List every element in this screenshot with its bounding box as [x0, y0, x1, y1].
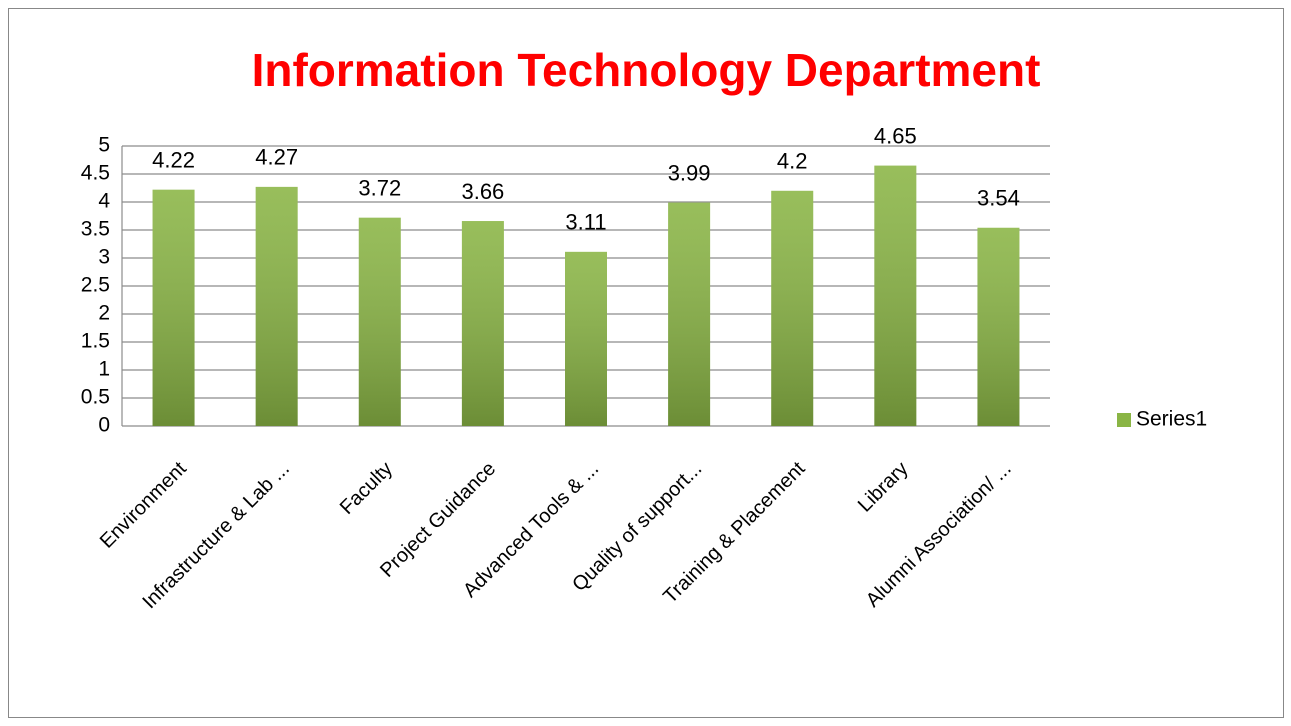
data-label: 3.99 — [668, 160, 711, 185]
legend-label: Series1 — [1136, 408, 1207, 431]
bar — [874, 165, 917, 426]
data-label: 3.72 — [358, 175, 401, 200]
bar — [358, 217, 401, 426]
bar — [977, 227, 1020, 426]
bar — [771, 190, 814, 426]
y-tick-label: 1.5 — [81, 330, 110, 353]
bar — [255, 186, 298, 426]
data-label: 4.2 — [777, 149, 808, 174]
chart-title: Information Technology Department — [252, 44, 1041, 96]
bar — [152, 189, 195, 426]
data-label: 4.22 — [152, 147, 195, 172]
y-tick-label: 4.5 — [81, 162, 110, 185]
y-tick-label: 5 — [98, 134, 110, 157]
data-label: 4.65 — [874, 123, 917, 148]
y-tick-label: 3 — [98, 246, 110, 269]
y-tick-label: 0 — [98, 414, 110, 437]
data-label: 3.11 — [565, 210, 606, 235]
chart-border — [8, 8, 1284, 718]
legend-swatch — [1117, 413, 1131, 427]
y-tick-label: 2 — [98, 302, 110, 325]
y-tick-label: 3.5 — [81, 218, 110, 241]
data-label: 3.66 — [461, 179, 504, 204]
bar — [565, 251, 607, 426]
y-tick-label: 1 — [98, 358, 110, 381]
bar — [668, 202, 711, 426]
bar — [461, 221, 504, 426]
y-tick-label: 4 — [98, 190, 110, 213]
y-tick-label: 0.5 — [81, 386, 110, 409]
y-tick-label: 2.5 — [81, 274, 110, 297]
data-label: 4.27 — [255, 145, 298, 170]
data-label: 3.54 — [977, 186, 1020, 211]
